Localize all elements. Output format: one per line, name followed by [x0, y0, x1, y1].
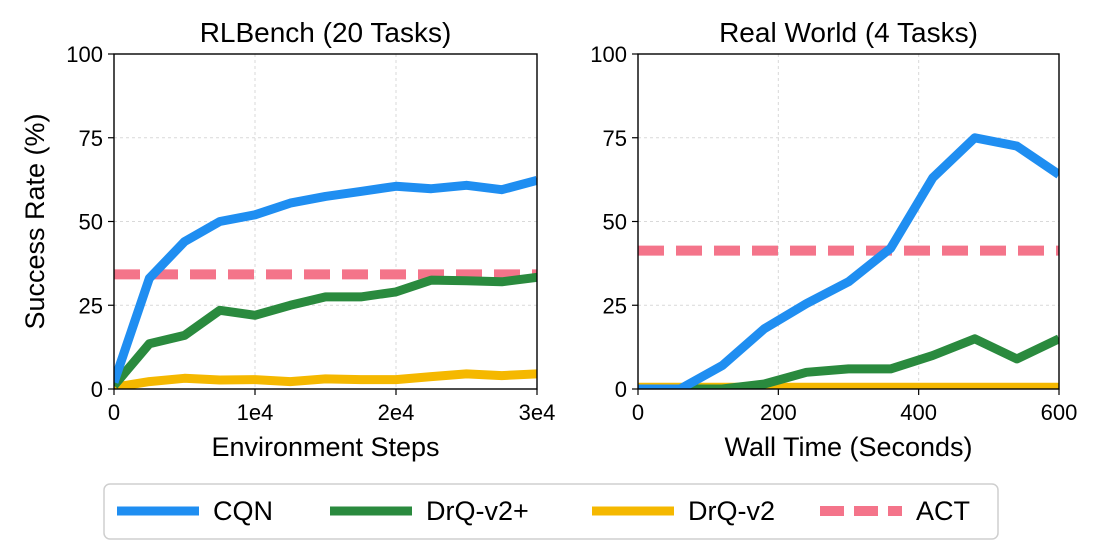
- x-tick-label: 200: [760, 400, 797, 425]
- legend-label-cqn: CQN: [213, 496, 273, 526]
- x-tick-label: 1e4: [237, 400, 274, 425]
- x-axis-label: Wall Time (Seconds): [724, 432, 972, 462]
- y-tick-label: 25: [79, 293, 103, 318]
- y-tick-label: 50: [79, 210, 103, 235]
- y-tick-label: 50: [603, 210, 627, 235]
- chart-panel-1: 0 1e4 2e4 3e4 0 25 50 75 100 RLBench (20 Tasks) En…: [20, 17, 555, 462]
- x-tick-label: 400: [900, 400, 937, 425]
- series-line-drq-v2: [114, 369, 537, 389]
- y-tick-label: 0: [615, 377, 627, 402]
- legend-box: [103, 483, 999, 540]
- series-line-cqn: [114, 175, 537, 384]
- x-tick-label: 3e4: [519, 400, 556, 425]
- x-tick-label: 0: [108, 400, 120, 425]
- x-tick-label: 0: [632, 400, 644, 425]
- x-axis-label: Environment Steps: [211, 432, 439, 462]
- y-tick-label: 100: [66, 42, 103, 67]
- y-tick-label: 25: [603, 293, 627, 318]
- x-tick-label: 2e4: [378, 400, 415, 425]
- series-line-cqn: [638, 133, 1059, 389]
- y-axis-label: Success Rate (%): [20, 113, 50, 329]
- chart-title: RLBench (20 Tasks): [200, 17, 452, 48]
- series-line-drq-v2: [638, 334, 1059, 389]
- legend-label-drq-v2: DrQ-v2: [688, 496, 775, 526]
- legend: CQN DrQ-v2+ DrQ-v2 ACT: [103, 483, 999, 540]
- x-tick-label: 600: [1041, 400, 1078, 425]
- y-tick-label: 75: [603, 126, 627, 151]
- y-tick-label: 75: [79, 126, 103, 151]
- series-line-drq-v2: [114, 272, 537, 389]
- y-tick-label: 100: [590, 42, 627, 67]
- y-tick-label: 0: [91, 377, 103, 402]
- chart-title: Real World (4 Tasks): [719, 17, 978, 48]
- legend-label-act: ACT: [916, 496, 970, 526]
- legend-label-drq-v2: DrQ-v2+: [426, 496, 529, 526]
- chart-panel-2: 0 200 400 600 0 25 50 75 100 Real World (4 Tasks)…: [590, 17, 1077, 462]
